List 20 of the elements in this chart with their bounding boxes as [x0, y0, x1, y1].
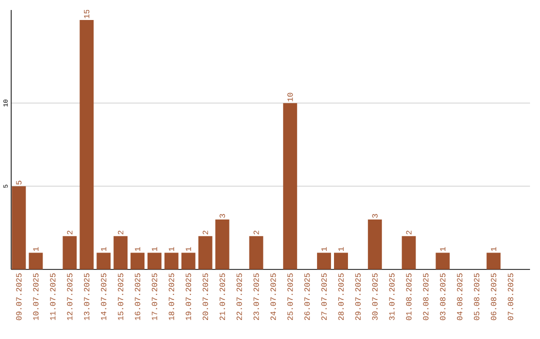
bar	[198, 236, 212, 270]
bar	[96, 252, 111, 270]
bar	[283, 102, 298, 270]
bar	[80, 20, 94, 270]
bar	[12, 186, 26, 270]
bar	[402, 236, 416, 270]
bar	[486, 252, 501, 270]
bar	[62, 236, 77, 270]
bar	[164, 252, 178, 270]
bar	[181, 252, 196, 270]
bar	[148, 252, 162, 270]
bar	[28, 252, 43, 270]
bar	[334, 252, 348, 270]
bar	[317, 252, 332, 270]
bar	[436, 252, 450, 270]
bar	[130, 252, 145, 270]
bar	[249, 236, 264, 270]
bar	[368, 219, 382, 270]
bar	[114, 236, 128, 270]
bar	[215, 219, 230, 270]
